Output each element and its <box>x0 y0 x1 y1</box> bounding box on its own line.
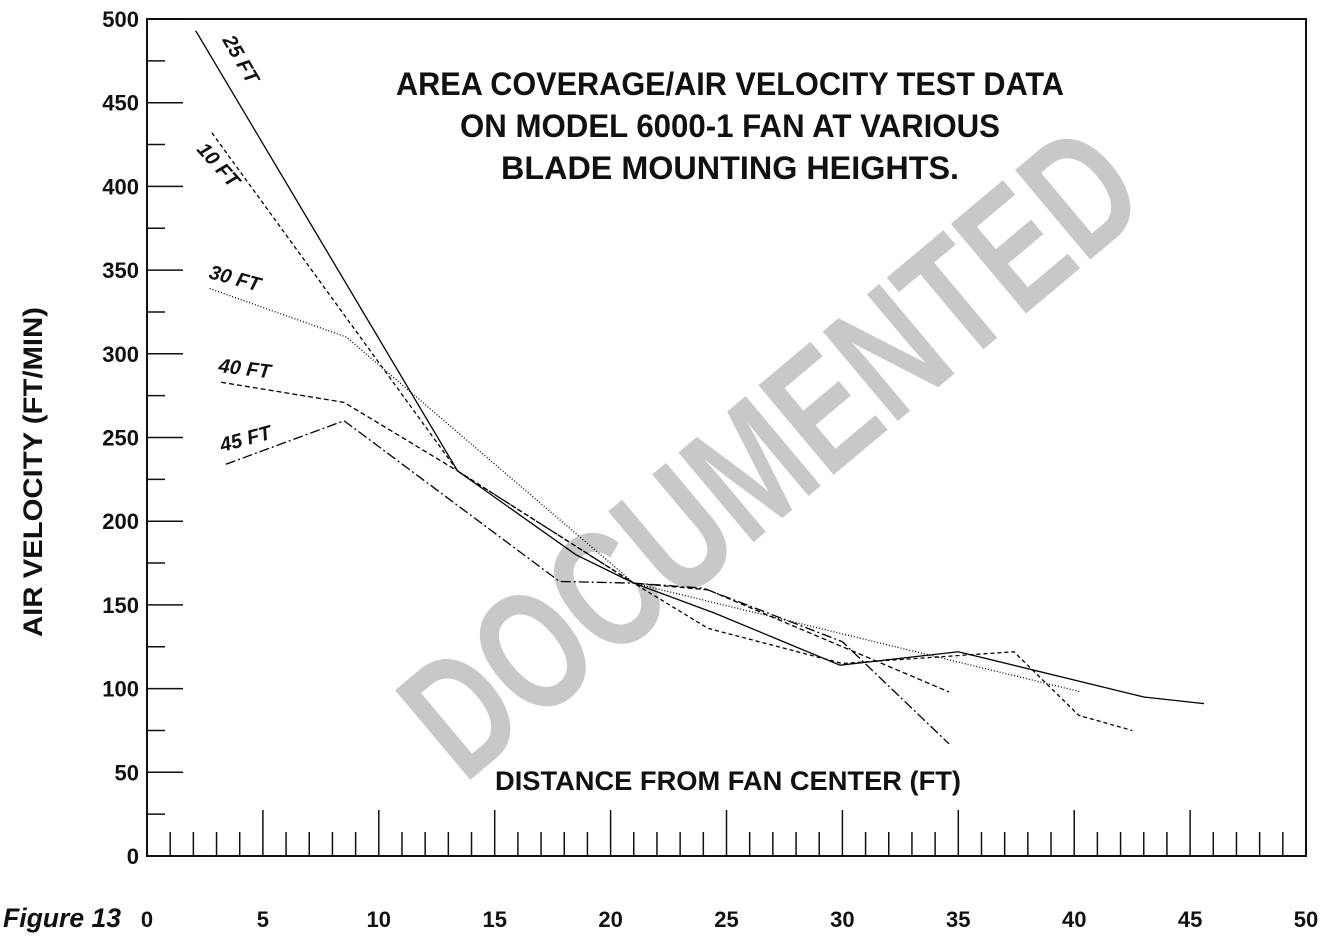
chart-title: BLADE MOUNTING HEIGHTS. <box>501 150 959 186</box>
series-label: 25 FT <box>217 31 264 90</box>
chart-title: AREA COVERAGE/AIR VELOCITY TEST DATA <box>396 66 1064 102</box>
y-tick-label: 0 <box>127 844 139 869</box>
series-line <box>209 287 1082 693</box>
caption: Figure 13 <box>3 903 121 933</box>
x-tick-label: 45 <box>1178 907 1202 932</box>
y-tick-label: 200 <box>102 509 139 534</box>
series-label: 40 FT <box>216 355 273 384</box>
y-tick-label: 350 <box>102 258 139 283</box>
series-line <box>211 132 1133 732</box>
y-tick-label: 300 <box>102 342 139 367</box>
series-label: 10 FT <box>192 139 244 194</box>
x-tick-label: 10 <box>367 907 391 932</box>
chart-title: ON MODEL 6000-1 FAN AT VARIOUS <box>460 108 1000 144</box>
x-tick-label: 35 <box>946 907 970 932</box>
y-tick-label: 100 <box>102 677 139 702</box>
x-tick-label: 15 <box>482 907 506 932</box>
x-tick-label: 25 <box>714 907 738 932</box>
series-label: 30 FT <box>207 262 265 297</box>
y-tick-label: 250 <box>102 426 139 451</box>
y-tick-label: 400 <box>102 174 139 199</box>
x-tick-label: 50 <box>1294 907 1318 932</box>
y-tick-label: 450 <box>102 91 139 116</box>
y-tick-label: 500 <box>102 7 139 32</box>
x-tick-label: 40 <box>1062 907 1086 932</box>
x-tick-label: 30 <box>830 907 854 932</box>
series-line <box>195 30 1205 705</box>
x-tick-label: 5 <box>257 907 269 932</box>
series-label: 45 FT <box>217 422 276 457</box>
watermark: DOCUMENTED <box>366 90 1178 814</box>
x-tick-label: 0 <box>141 907 153 932</box>
y-tick-label: 150 <box>102 593 139 618</box>
x-tick-label: 20 <box>598 907 622 932</box>
y-axis-label: AIR VELOCITY (FT/MIN) <box>18 307 48 637</box>
x-axis-label: DISTANCE FROM FAN CENTER (FT) <box>495 766 961 796</box>
series-line <box>225 420 950 745</box>
y-tick-label: 50 <box>115 760 139 785</box>
